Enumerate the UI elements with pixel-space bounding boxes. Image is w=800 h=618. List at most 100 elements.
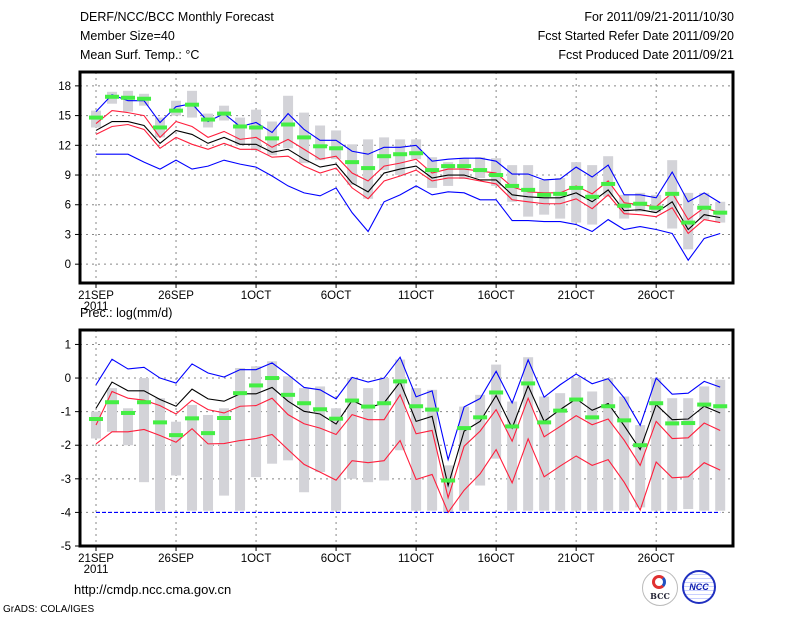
ensemble-range-bar (187, 404, 198, 511)
green-marker (393, 152, 408, 157)
series-mean (95, 380, 721, 488)
ensemble-range-bar (315, 125, 326, 161)
ensemble-range-bar (123, 408, 134, 446)
y-tick-label: -2 (61, 440, 71, 452)
green-marker (265, 376, 280, 381)
green-marker (601, 181, 616, 186)
ensemble-range-bar (651, 194, 662, 213)
green-marker (441, 478, 456, 483)
x-tick-label: 26OCT (638, 553, 675, 565)
green-marker (697, 402, 712, 407)
green-marker (169, 108, 184, 113)
ensemble-range-bar (155, 398, 166, 511)
y-tick-label: 0 (65, 259, 71, 271)
green-marker (265, 136, 280, 141)
green-marker (137, 96, 152, 101)
x-tick-label: 26SEP (158, 290, 194, 302)
ensemble-range-bar (539, 396, 550, 511)
x-tick-label: 16OCT (478, 553, 515, 565)
ensemble-range-bar (251, 109, 262, 151)
x-tick-label: 21OCT (558, 553, 595, 565)
ensemble-range-bar (347, 144, 358, 185)
ensemble-range-bar (283, 95, 294, 149)
grads-credit: GrADS: COLA/IGES (3, 604, 95, 615)
green-marker (505, 183, 520, 188)
forecast-period: For 2011/09/21-2011/10/30 (584, 10, 734, 24)
green-marker (249, 383, 264, 388)
green-marker (313, 144, 328, 149)
green-marker (553, 408, 568, 413)
green-marker (249, 125, 264, 130)
ensemble-range-bar (411, 139, 422, 160)
y-tick-label: -1 (61, 407, 71, 419)
ensemble-range-bar (491, 158, 502, 186)
green-marker (585, 194, 600, 199)
ensemble-range-bar (507, 165, 518, 202)
green-marker (409, 404, 424, 409)
ensemble-range-bar (251, 366, 262, 478)
x-tick-label: 21SEP (78, 553, 114, 565)
ensemble-range-bar (267, 361, 278, 464)
green-marker (489, 390, 504, 395)
ensemble-range-bar (443, 162, 454, 186)
ensemble-range-bar (459, 406, 470, 511)
temperature-chart: 0 3 6 9 12 15 18 21SEP 26SEP 1OCT 6OCT 11OCT 16OCT 21… (58, 70, 735, 313)
ensemble-range-bar (475, 394, 486, 486)
green-marker (329, 416, 344, 421)
ensemble-range-bar (523, 357, 534, 511)
x-tick-label: 21SEP (78, 290, 114, 302)
green-marker (89, 115, 104, 120)
series-red-lower (95, 428, 721, 514)
green-marker (473, 168, 488, 173)
precip-chart: 1 0 -1 -2 -3 -4 -5 21SEP 26SEP 1OCT 6OCT 11OCT 16OCT… (61, 328, 735, 576)
fcst-started-date: Fcst Started Refer Date 2011/09/20 (537, 29, 734, 43)
series-blue-upper (95, 94, 721, 204)
green-marker (537, 192, 552, 197)
green-marker (201, 431, 216, 436)
x-year-label: 2011 (84, 301, 109, 313)
green-marker (489, 173, 504, 178)
ensemble-range-bar (139, 378, 150, 483)
ensemble-range-bar (603, 378, 614, 511)
green-marker (361, 404, 376, 409)
green-marker (569, 185, 584, 190)
ensemble-range-bar (379, 378, 390, 481)
ensemble-range-bar (683, 398, 694, 510)
ensemble-range-bar (619, 396, 630, 511)
series-mean (95, 120, 721, 231)
y-tick-label: 18 (58, 81, 71, 93)
ensemble-range-bar (715, 379, 726, 511)
footer-url[interactable]: http://cmdp.ncc.cma.gov.cn (74, 582, 232, 597)
chart-title: DERF/NCC/BCC Monthly Forecast (80, 10, 274, 24)
ensemble-range-bar (299, 388, 310, 493)
y-tick-label: 15 (58, 111, 71, 123)
green-marker (233, 391, 248, 396)
ensemble-range-bar (395, 359, 406, 451)
x-tick-label: 16OCT (478, 290, 515, 302)
series-blue-upper (95, 356, 721, 462)
green-marker (457, 164, 472, 169)
green-marker (313, 407, 328, 412)
green-marker (297, 401, 312, 406)
green-marker (121, 95, 136, 100)
green-marker (169, 433, 184, 438)
green-marker (697, 205, 712, 210)
green-marker (585, 415, 600, 420)
ensemble-range-bar (507, 401, 518, 511)
green-marker (521, 187, 536, 192)
ensemble-range-bar (283, 376, 294, 461)
green-marker (457, 426, 472, 431)
ensemble-range-bar (555, 393, 566, 511)
ensemble-range-bar (331, 408, 342, 511)
ensemble-range-bar (235, 367, 246, 511)
y-tick-label: 0 (65, 373, 71, 385)
green-marker (185, 102, 200, 107)
ensemble-range-bar (427, 389, 438, 511)
green-marker (649, 401, 664, 406)
green-marker (201, 117, 216, 122)
precip-chart-title: Prec.: log(mm/d) (80, 306, 173, 320)
ensemble-range-bar (171, 421, 182, 476)
ensemble-range-bar (363, 388, 374, 483)
ensemble-range-bar (315, 386, 326, 473)
green-marker (377, 154, 392, 159)
